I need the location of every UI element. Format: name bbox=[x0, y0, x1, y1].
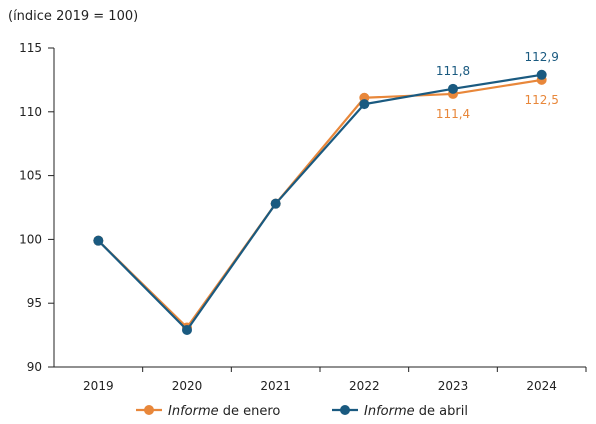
legend-label: Informe de enero bbox=[168, 404, 280, 419]
data-label: 112,5 bbox=[524, 93, 558, 107]
y-tick-label: 110 bbox=[19, 105, 42, 119]
series-lines bbox=[93, 69, 547, 335]
legend-label: Informe de abril bbox=[364, 404, 468, 419]
data-point bbox=[448, 83, 458, 94]
legend-swatch-marker bbox=[144, 405, 154, 415]
data-point bbox=[182, 324, 192, 335]
y-tick-label: 95 bbox=[27, 296, 42, 310]
x-tick-label: 2019 bbox=[83, 379, 114, 393]
x-tick-label: 2020 bbox=[172, 379, 203, 393]
data-labels: 111,8 112,9 111,4 112,5 bbox=[436, 50, 559, 121]
x-tick-label: 2024 bbox=[526, 379, 557, 393]
y-tick-label: 105 bbox=[19, 169, 42, 183]
series-line bbox=[97, 73, 542, 332]
y-axis: 90 95 100 105 110 115 bbox=[19, 41, 55, 374]
data-point bbox=[270, 198, 281, 209]
x-axis: 2019 2020 2021 2022 2023 2024 bbox=[54, 366, 587, 393]
x-tick-label: 2022 bbox=[349, 379, 380, 393]
series-line bbox=[97, 78, 542, 329]
data-point bbox=[93, 235, 104, 246]
data-point bbox=[536, 69, 547, 80]
unit-note: (índice 2019 = 100) bbox=[8, 9, 138, 24]
y-tick-label: 90 bbox=[27, 360, 42, 374]
x-tick-label: 2021 bbox=[260, 379, 291, 393]
x-tick-label: 2023 bbox=[438, 379, 469, 393]
y-tick-label: 115 bbox=[19, 41, 42, 55]
data-label: 111,8 bbox=[436, 64, 470, 78]
data-label: 112,9 bbox=[524, 50, 558, 64]
legend: Informe de enero Informe de abril bbox=[136, 404, 468, 419]
legend-swatch-marker bbox=[340, 405, 350, 415]
y-tick-label: 100 bbox=[19, 232, 42, 246]
data-point bbox=[359, 99, 370, 110]
data-label: 111,4 bbox=[436, 107, 470, 121]
